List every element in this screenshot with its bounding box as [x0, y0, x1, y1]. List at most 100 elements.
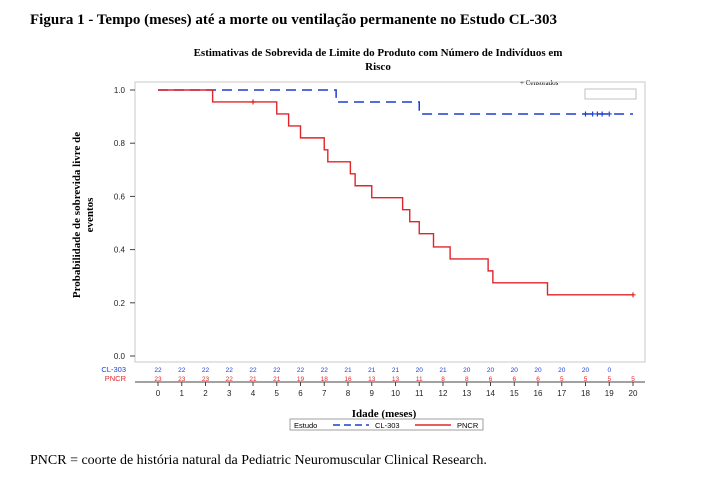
at-risk-count: 22	[178, 367, 186, 374]
x-tick-label: 15	[510, 389, 519, 398]
x-tick-label: 2	[203, 389, 208, 398]
at-risk-count: 16	[344, 376, 352, 383]
series-line-pncr	[158, 89, 633, 296]
at-risk-count: 22	[297, 367, 305, 374]
x-tick-label: 9	[370, 389, 375, 398]
legend-inset-box	[584, 88, 637, 100]
x-tick-label: 18	[581, 389, 590, 398]
y-axis-title: Probabilidade de sobrevida livre deevent…	[71, 132, 96, 298]
at-risk-count: 21	[439, 367, 447, 374]
x-tick-label: 10	[391, 389, 400, 398]
at-risk-count: 22	[154, 367, 162, 374]
at-risk-count: 20	[511, 367, 519, 374]
x-tick-label: 3	[227, 389, 232, 398]
y-tick-label: 0.4	[114, 246, 126, 255]
legend: Estudo CL-303 PNCR	[289, 418, 484, 431]
y-tick-label: 0.8	[114, 139, 126, 148]
x-tick-label: 17	[557, 389, 566, 398]
x-tick-label: 12	[439, 389, 448, 398]
x-axis: 0 1 2 3 4 5 6 7 8 9 10 11 12 13 14 15 16 17 18 19 20	[156, 382, 638, 398]
at-risk-row-label: PNCR	[105, 374, 127, 383]
x-tick-label: 0	[156, 389, 161, 398]
x-tick-label: 14	[486, 389, 495, 398]
series-layer	[158, 89, 636, 298]
legend-box	[289, 418, 484, 431]
figure-title: Figura 1 - Tempo (meses) até a morte ou …	[30, 12, 558, 28]
at-risk-count: 6	[489, 376, 493, 383]
at-risk-count: 11	[416, 376, 423, 383]
censor-mark	[606, 111, 612, 117]
at-risk-count: 6	[512, 376, 516, 383]
at-risk-count: 19	[297, 376, 305, 383]
x-tick-label: 1	[180, 389, 185, 398]
y-axis: 0.0 0.2 0.4 0.6 0.8 1.0	[114, 86, 135, 361]
censor-mark	[583, 111, 588, 117]
x-tick-label: 11	[415, 389, 424, 398]
legend-title: Estudo	[294, 421, 317, 430]
censor-mark	[590, 111, 596, 117]
at-risk-count: 5	[631, 376, 635, 383]
y-tick-label: 0.0	[114, 352, 126, 361]
at-risk-count: 13	[392, 376, 400, 383]
at-risk-count: 22	[226, 367, 234, 374]
censor-mark	[630, 292, 636, 298]
x-tick-label: 8	[346, 389, 351, 398]
at-risk-count: 23	[178, 376, 186, 383]
at-risk-count: 13	[368, 376, 376, 383]
x-tick-label: 13	[462, 389, 471, 398]
x-tick-label: 16	[534, 389, 543, 398]
x-tick-label: 5	[275, 389, 280, 398]
chart-title-line1: Estimativas de Sobrevida de Limite do Pr…	[194, 47, 563, 59]
censored-label: + Censorados	[520, 79, 559, 87]
at-risk-count: 22	[202, 367, 210, 374]
chart-title: Estimativas de Sobrevida de Limite do Pr…	[194, 47, 563, 73]
at-risk-count: 0	[607, 367, 611, 374]
at-risk-count: 20	[534, 367, 542, 374]
series-line-cl-303	[158, 89, 633, 115]
at-risk-count: 5	[607, 376, 611, 383]
x-tick-label: 7	[322, 389, 327, 398]
at-risk-row-label: CL-303	[101, 365, 126, 374]
x-tick-label: 20	[629, 389, 638, 398]
x-tick-label: 19	[605, 389, 614, 398]
at-risk-count: 20	[558, 367, 566, 374]
censor-mark	[594, 111, 600, 117]
at-risk-count: 5	[560, 376, 564, 383]
at-risk-count: 22	[226, 376, 234, 383]
at-risk-count: 21	[344, 367, 352, 374]
at-risk-count: 22	[273, 367, 281, 374]
legend-label-cl-303: CL-303	[375, 421, 400, 430]
at-risk-count: 20	[487, 367, 495, 374]
at-risk-count: 6	[536, 376, 540, 383]
at-risk-count: 21	[392, 367, 400, 374]
at-risk-table: CL-303 22 22 22 22 22 22 22 22 21 21 21 20 21 20 20 20 20…	[101, 365, 635, 383]
y-axis-title-line2: eventos	[84, 197, 96, 233]
at-risk-count: 21	[368, 367, 376, 374]
at-risk-count: 18	[321, 376, 329, 383]
legend-label-pncr: PNCR	[457, 421, 479, 430]
y-tick-label: 1.0	[114, 86, 126, 95]
censor-mark	[599, 111, 605, 117]
footnote: PNCR = coorte de história natural da Ped…	[30, 453, 487, 468]
censor-mark	[250, 99, 256, 105]
at-risk-count: 20	[582, 367, 590, 374]
x-axis-title: Idade (meses)	[352, 408, 417, 420]
at-risk-count: 20	[416, 367, 424, 374]
y-axis-title-line1: Probabilidade de sobrevida livre de	[71, 132, 83, 298]
plot-frame	[134, 81, 646, 363]
at-risk-count: 23	[154, 376, 162, 383]
at-risk-count: 8	[441, 376, 445, 383]
at-risk-count: 23	[202, 376, 210, 383]
at-risk-count: 5	[584, 376, 588, 383]
chart-title-line2: Risco	[365, 61, 391, 73]
x-tick-label: 6	[298, 389, 303, 398]
at-risk-count: 21	[249, 376, 257, 383]
y-tick-label: 0.2	[114, 299, 126, 308]
at-risk-count: 22	[321, 367, 329, 374]
at-risk-count: 20	[463, 367, 471, 374]
at-risk-count: 8	[465, 376, 469, 383]
at-risk-count: 21	[273, 376, 281, 383]
y-tick-label: 0.6	[114, 192, 126, 201]
at-risk-count: 22	[249, 367, 257, 374]
